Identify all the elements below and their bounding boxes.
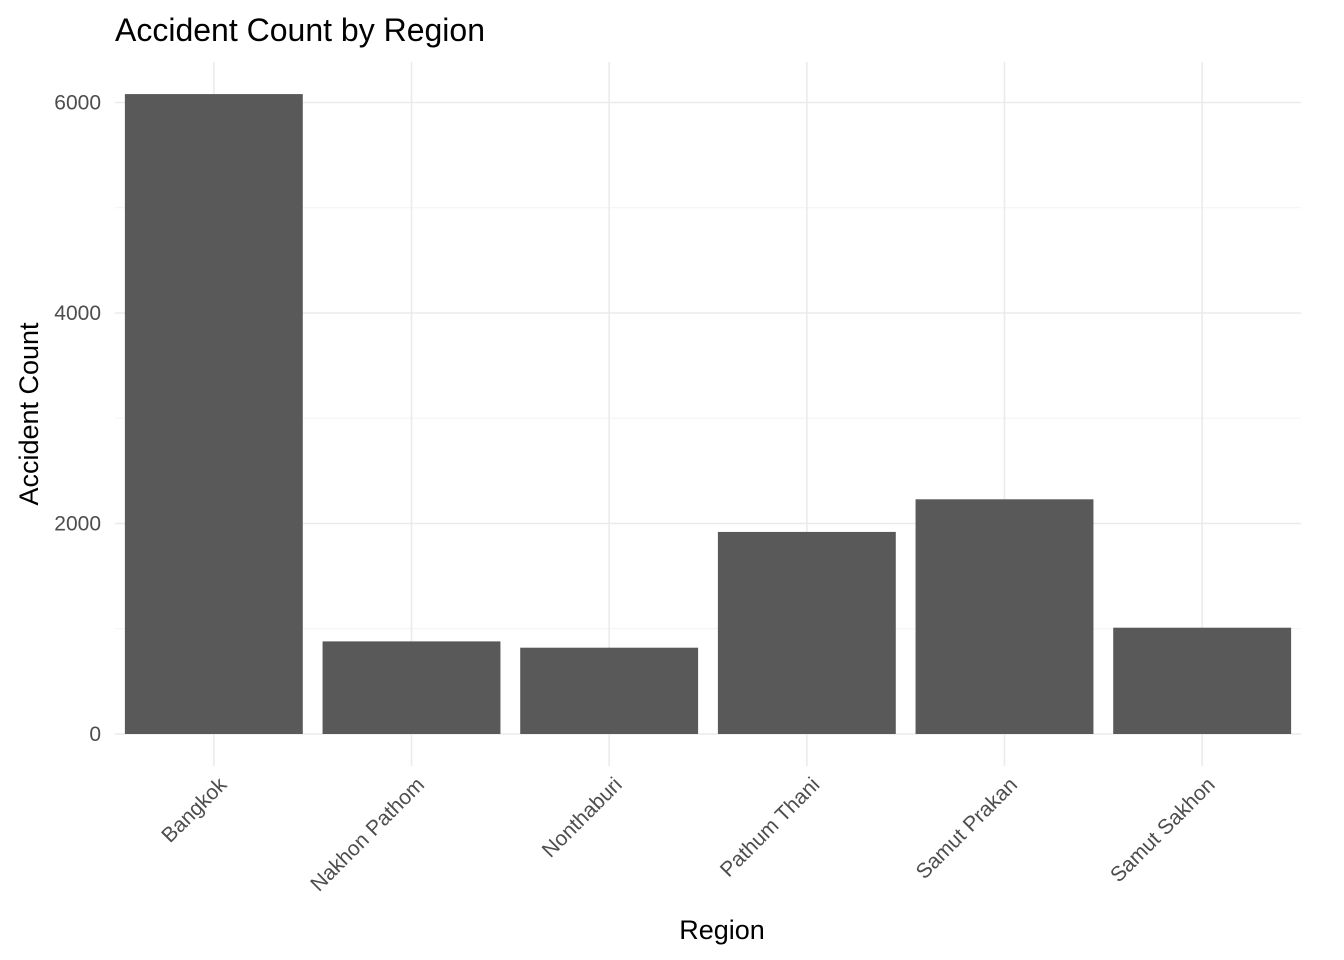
x-tick-label: Nonthaburi (538, 773, 627, 862)
y-tick-label: 4000 (54, 302, 101, 325)
y-axis-title: Accident Count (14, 322, 44, 506)
x-tick-label: Samut Sakhon (1106, 773, 1220, 887)
bar-nonthaburi (520, 647, 699, 734)
bar-samut-sakhon (1113, 627, 1292, 734)
x-tick-label: Pathum Thani (716, 773, 824, 881)
y-axis-ticks: 0 2000 4000 6000 (54, 92, 101, 747)
bar-bangkok (124, 94, 303, 734)
bar-nakhon-pathom (322, 641, 501, 734)
x-tick-label: Nakhon Pathom (306, 773, 429, 896)
y-tick-label: 0 (89, 723, 101, 746)
x-tick-label: Samut Prakan (912, 773, 1022, 883)
x-tick-label: Bangkok (157, 773, 231, 847)
bar-samut-prakan (915, 499, 1094, 734)
bar-layer (124, 94, 1292, 734)
x-axis-ticks: Bangkok Nakhon Pathom Nonthaburi Pathum Tha… (157, 773, 1219, 896)
bar-pathum-thani (717, 531, 896, 734)
chart-title: Accident Count by Region (115, 12, 485, 48)
y-tick-label: 6000 (54, 92, 101, 115)
x-axis-title: Region (679, 915, 765, 945)
y-tick-label: 2000 (54, 513, 101, 536)
